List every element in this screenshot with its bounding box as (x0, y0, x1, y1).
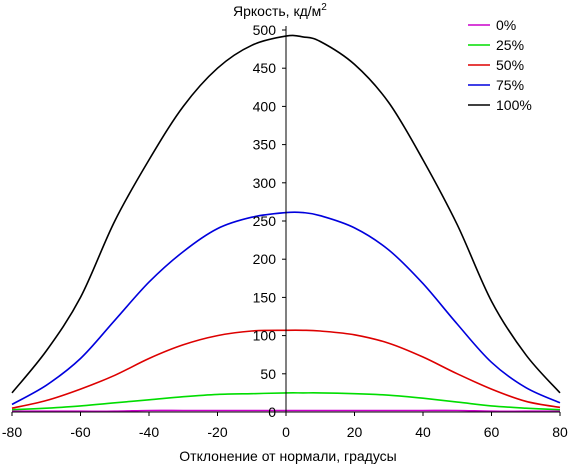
y-tick-label: 450 (253, 60, 277, 76)
legend-label: 0% (496, 17, 516, 33)
x-tick-label: -20 (207, 424, 227, 440)
y-tick-label: 0 (268, 404, 276, 420)
y-tick-label: 50 (260, 366, 276, 382)
y-tick-label: 350 (253, 137, 277, 153)
legend-label: 25% (496, 37, 524, 53)
x-tick-label: 60 (484, 424, 500, 440)
y-tick-label: 250 (253, 213, 277, 229)
series-line-0pct (12, 409, 560, 413)
x-tick-label: -80 (2, 424, 22, 440)
y-tick-label: 400 (253, 98, 277, 114)
y-tick-label: 300 (253, 175, 277, 191)
legend-label: 75% (496, 77, 524, 93)
y-tick-label: 150 (253, 289, 277, 305)
x-tick-label: -40 (139, 424, 159, 440)
series-line-75pct (11, 211, 561, 406)
x-tick-label: 20 (347, 424, 363, 440)
y-tick-label: 200 (253, 251, 277, 267)
x-tick-label: 0 (282, 424, 290, 440)
x-axis-title: Отклонение от нормали, градусы (179, 448, 396, 464)
x-tick-label: 80 (552, 424, 568, 440)
x-tick-label: -60 (70, 424, 90, 440)
series-line-50pct (11, 329, 561, 409)
x-tick-label: 40 (415, 424, 431, 440)
series-line-25pct (11, 392, 561, 411)
legend-label: 50% (496, 57, 524, 73)
y-tick-label: 500 (253, 22, 277, 38)
series-line-100pct (11, 34, 561, 394)
series-layer (11, 34, 561, 413)
legend: 0% 25% 50% 75% 100% (468, 17, 532, 113)
axes-layer: -80 -60 -40 -20 0 20 40 60 80 0 50 100 150 200 250 300 3… (2, 22, 568, 440)
legend-label: 100% (496, 97, 532, 113)
y-axis-title: Яркость, кд/м2 (233, 2, 327, 19)
y-tick-label: 100 (253, 328, 277, 344)
